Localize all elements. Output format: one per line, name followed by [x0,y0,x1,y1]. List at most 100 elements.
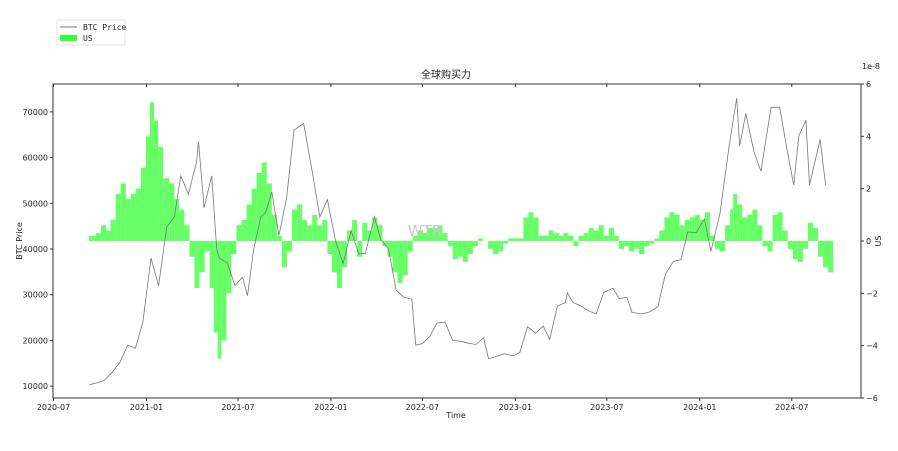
us-bar [823,241,829,268]
us-bar [377,225,383,241]
us-bar [742,217,748,241]
us-bar [528,212,534,241]
us-bar [231,241,237,255]
right-y-tick-label: 6 [866,80,871,89]
us-bar [649,241,655,244]
us-bar [629,241,635,252]
us-bar [538,235,544,241]
x-tick-label: 2024-07 [775,403,808,412]
us-bar [593,230,599,241]
us-bar [644,241,650,247]
us-bar [292,209,298,241]
left-y-tick-label: 20000 [23,336,48,345]
us-bar [797,241,803,262]
us-bar [266,183,272,241]
right-y-tick-label: 2 [866,185,871,194]
legend-us-label: US [83,34,93,43]
us-bar [251,188,257,241]
us-bar [757,225,763,241]
us-bar [322,220,328,241]
us-bar [618,241,625,249]
x-tick-label: 2023-07 [590,403,623,412]
us-bar [782,230,788,241]
us-bar [689,217,695,241]
us-bar [412,235,418,241]
us-bar [307,225,313,241]
us-bar [802,241,808,249]
left-y-tick-label: 40000 [23,245,48,254]
us-bar [720,241,726,252]
watermark: WTR [408,222,442,240]
us-bar [130,193,136,241]
us-bars [88,102,834,359]
us-bar [372,217,378,241]
us-bar [699,220,705,241]
legend: BTC Price US [56,19,127,46]
us-bar [518,238,524,241]
us-bar [150,102,155,241]
x-tick-label: 2024-01 [683,403,716,412]
us-bar [286,241,293,252]
x-tick-label: 2022-07 [406,403,439,412]
left-y-tick-label: 50000 [23,199,48,208]
x-tick-label: 2023-01 [499,403,532,412]
us-bar [397,241,403,283]
us-bar [493,241,499,255]
us-bar [336,241,343,289]
us-bar [737,204,743,241]
us-bar [639,241,645,255]
us-bar [246,204,252,241]
right-y-tick-label: 4 [866,132,871,141]
us-bar [213,241,218,333]
left-y-axis: 10000 20000 30000 40000 50000 60000 70000 [23,108,53,391]
us-bar [613,235,619,241]
us-bar [194,241,200,289]
us-bar [184,225,190,241]
us-bar [488,241,494,249]
us-bar [217,241,222,359]
us-bar [221,241,227,341]
us-bar [236,225,242,241]
us-bar [588,227,594,241]
left-y-tick-label: 30000 [23,291,48,300]
us-bar [762,241,768,247]
us-bar [583,233,589,241]
us-bar [563,233,569,241]
us-bar [447,241,453,247]
us-bar [598,225,604,241]
us-bar [241,220,247,241]
us-bar [392,241,398,273]
us-bar [174,199,180,241]
us-bar [189,241,195,257]
us-bar [533,217,539,241]
us-bar [777,212,783,241]
us-bar [498,241,504,252]
us-bar [603,235,609,241]
right-y-tick-label: 0 [866,237,871,246]
us-bar [733,193,738,241]
us-bar [684,220,690,241]
us-bar [548,230,554,241]
us-bar [694,214,700,241]
x-tick-label: 2022-01 [314,403,347,412]
us-bar [523,217,529,241]
us-bar [714,241,721,249]
us-bar [352,220,358,241]
us-bar [553,233,559,241]
us-bar [725,225,731,241]
us-bar [679,225,685,241]
x-tick-label: 2020-07 [37,403,70,412]
us-bar [772,214,778,241]
us-bar [402,241,408,276]
us-bar [342,241,348,268]
us-bar [462,241,468,262]
us-bar [704,212,710,241]
left-y-axis-label: BTC Price [15,222,24,260]
us-bar [608,227,614,241]
us-bar [442,233,448,241]
us-bar [209,241,214,289]
us-bar [179,209,185,241]
left-y-tick-label: 70000 [23,108,48,117]
right-y-axis-label: US [874,236,883,247]
us-bar [503,241,509,244]
